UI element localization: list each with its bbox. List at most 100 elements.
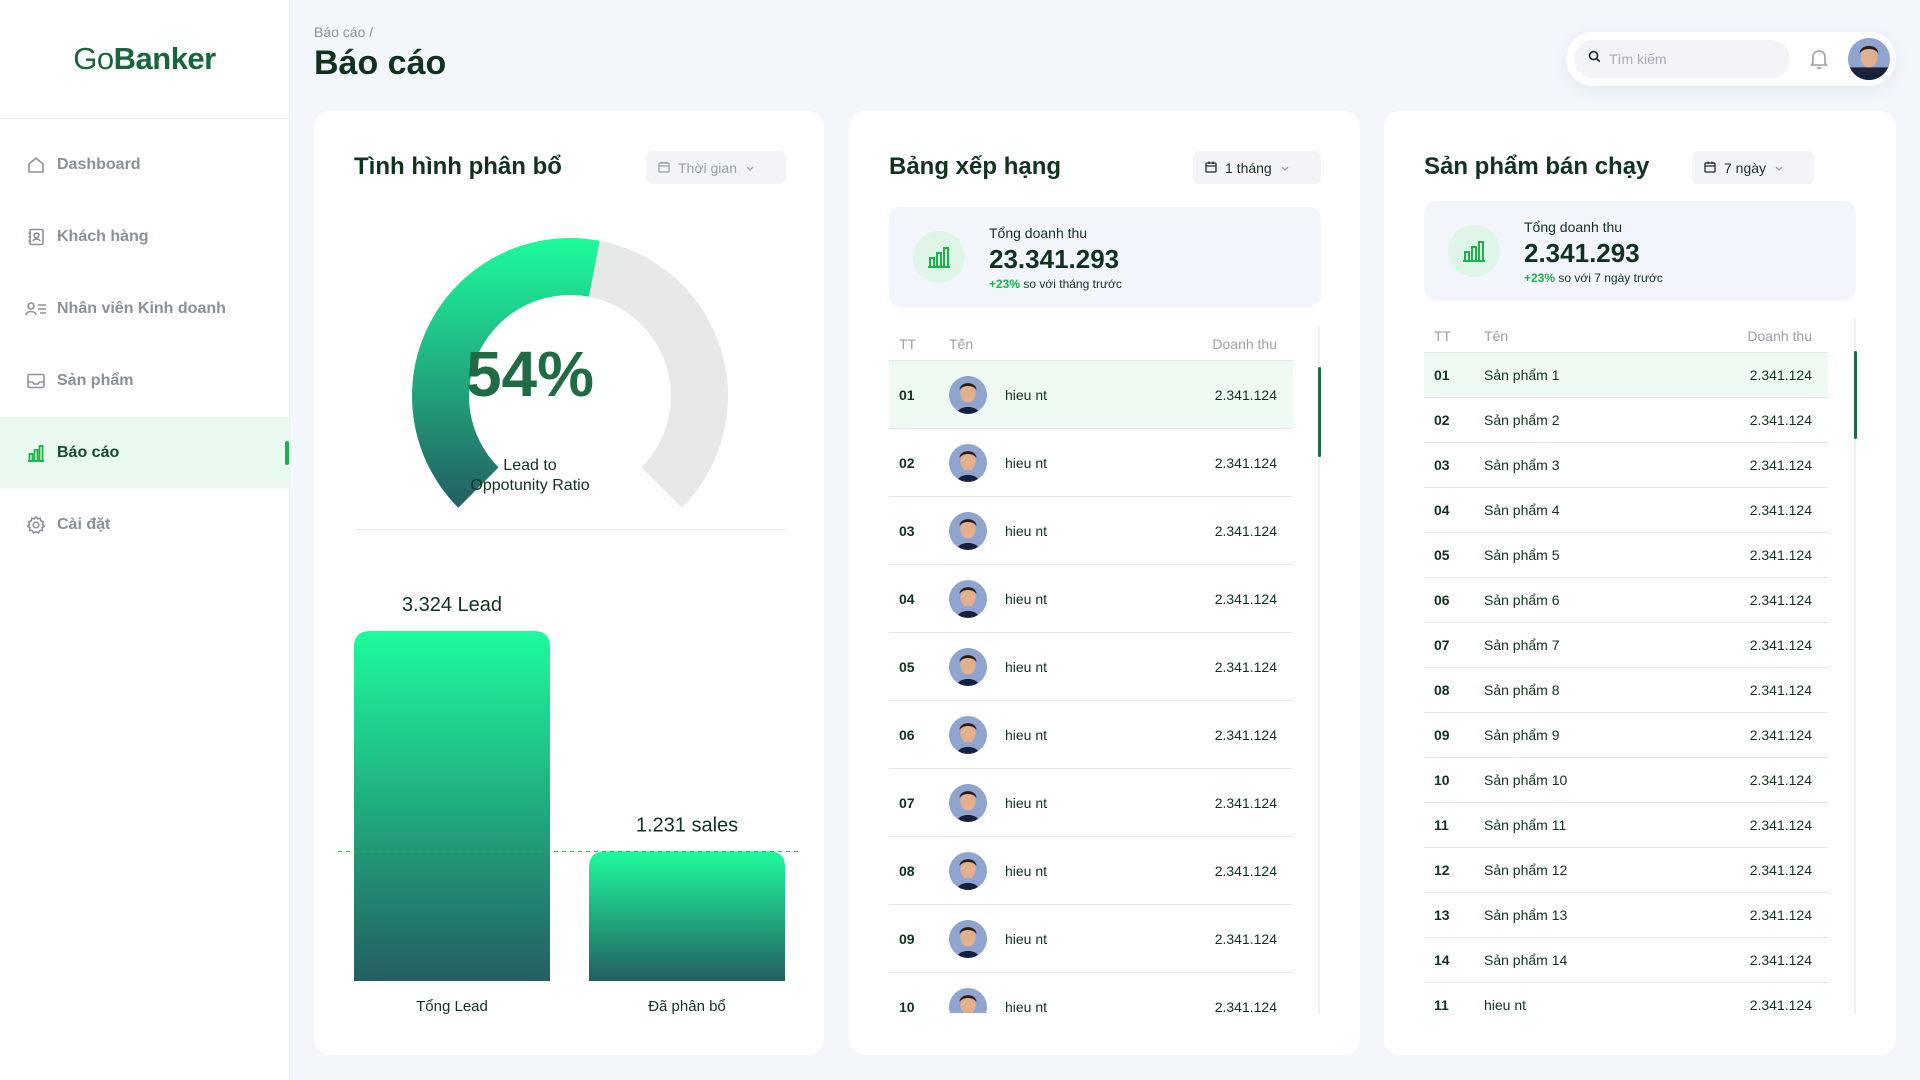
rank-cell: 04 — [1434, 502, 1450, 518]
name-cell: hieu nt — [949, 443, 1173, 482]
table-row[interactable]: 08 hieu nt 2.341.124 — [889, 837, 1293, 905]
time-filter-label: Thời gian — [678, 159, 737, 176]
rank-cell: 10 — [899, 998, 915, 1014]
ranking-period-dropdown[interactable]: 1 tháng — [1193, 151, 1321, 184]
product-name-cell: Sản phẩm 5 — [1484, 547, 1560, 563]
column-header-rank: TT — [899, 335, 917, 352]
rank-cell: 09 — [1434, 727, 1450, 743]
gauge-remaining-arc — [588, 240, 728, 508]
column-header-revenue: Doanh thu — [1747, 327, 1812, 344]
sidebar-item-sales-staff[interactable]: Nhân viên Kinh doanh — [0, 273, 289, 345]
column-header-name: Tên — [949, 335, 974, 352]
revenue-cell: 2.341.124 — [1749, 637, 1812, 653]
revenue-cell: 2.341.124 — [1214, 726, 1277, 743]
sidebar-item-reports[interactable]: Báo cáo — [0, 417, 289, 489]
rank-cell: 05 — [1434, 547, 1450, 563]
column-header-revenue: Doanh thu — [1212, 335, 1277, 352]
revenue-cell: 2.341.124 — [1749, 367, 1812, 383]
revenue-cell: 2.341.124 — [1749, 457, 1812, 473]
product-name-cell: hieu nt — [1484, 997, 1527, 1013]
rank-cell: 06 — [1434, 592, 1450, 608]
bestsellers-period-dropdown[interactable]: 7 ngày — [1692, 151, 1814, 184]
table-row[interactable]: 10 hieu nt 2.341.124 — [889, 973, 1293, 1013]
gauge-label-line-2: Oppotunity Ratio — [470, 477, 590, 494]
avatar — [949, 987, 987, 1013]
rank-cell: 11 — [1434, 997, 1449, 1013]
table-row[interactable]: 09 hieu nt 2.341.124 — [889, 905, 1293, 973]
scrollbar-thumb[interactable] — [1318, 367, 1321, 457]
user-avatar[interactable] — [1848, 38, 1890, 80]
table-row[interactable]: 03 Sản phẩm 3 2.341.124 — [1424, 443, 1828, 488]
table-row[interactable]: 01 hieu nt 2.341.124 — [889, 361, 1293, 429]
name-cell: hieu nt — [949, 919, 1173, 958]
table-row[interactable]: 05 Sản phẩm 5 2.341.124 — [1424, 533, 1828, 578]
product-name-cell: Sản phẩm 1 — [1484, 367, 1560, 383]
product-name-cell: Sản phẩm 2 — [1484, 412, 1560, 428]
ranking-summary: Tổng doanh thu 23.341.293 +23% so với th… — [889, 207, 1321, 307]
rank-cell: 05 — [899, 658, 915, 675]
rank-cell: 02 — [899, 454, 915, 471]
table-row[interactable]: 02 hieu nt 2.341.124 — [889, 429, 1293, 497]
ranking-card: Bảng xếp hạng 1 tháng Tổng doanh thu 23.… — [849, 111, 1360, 1055]
column-header-name: Tên — [1484, 327, 1509, 344]
table-row[interactable]: 07 Sản phẩm 7 2.341.124 — [1424, 623, 1828, 668]
table-row[interactable]: 09 Sản phẩm 9 2.341.124 — [1424, 713, 1828, 758]
table-row[interactable]: 07 hieu nt 2.341.124 — [889, 769, 1293, 837]
search-box[interactable] — [1574, 40, 1791, 78]
scrollbar-thumb[interactable] — [1854, 351, 1857, 439]
bar-chart-icon — [913, 231, 965, 283]
table-row[interactable]: 04 hieu nt 2.341.124 — [889, 565, 1293, 633]
search-icon — [1588, 50, 1601, 68]
revenue-cell: 2.341.124 — [1749, 862, 1812, 878]
summary-change-percent: +23% — [1524, 271, 1556, 285]
name-cell: hieu nt — [949, 579, 1173, 618]
mail-box-icon — [25, 370, 47, 392]
table-row[interactable]: 06 Sản phẩm 6 2.341.124 — [1424, 578, 1828, 623]
revenue-cell: 2.341.124 — [1749, 952, 1812, 968]
summary-change: +23% so với tháng trước — [989, 277, 1122, 291]
product-name-cell: Sản phẩm 13 — [1484, 907, 1568, 923]
table-row[interactable]: 08 Sản phẩm 8 2.341.124 — [1424, 668, 1828, 713]
table-row[interactable]: 01 Sản phẩm 1 2.341.124 — [1424, 353, 1828, 398]
table-header: TT Tên Doanh thu — [1424, 319, 1828, 353]
bar — [589, 851, 785, 981]
table-row[interactable]: 11 Sản phẩm 11 2.341.124 — [1424, 803, 1828, 848]
chevron-down-icon — [1280, 160, 1290, 176]
table-row[interactable]: 10 Sản phẩm 10 2.341.124 — [1424, 758, 1828, 803]
gauge-filled-arc — [412, 238, 600, 508]
table-row[interactable]: 12 Sản phẩm 12 2.341.124 — [1424, 848, 1828, 893]
table-row[interactable]: 02 Sản phẩm 2 2.341.124 — [1424, 398, 1828, 443]
sidebar-item-customers[interactable]: Khách hàng — [0, 201, 289, 273]
product-name-cell: Sản phẩm 4 — [1484, 502, 1560, 518]
table-row[interactable]: 14 Sản phẩm 14 2.341.124 — [1424, 938, 1828, 983]
revenue-cell: 2.341.124 — [1214, 590, 1277, 607]
scrollbar-track[interactable] — [1318, 327, 1320, 1013]
table-row[interactable]: 11 hieu nt 2.341.124 — [1424, 983, 1828, 1013]
lead-bar-chart: 3.324 Lead Tổng Lead 1.231 sales Đã phân bổ — [338, 594, 802, 1015]
sidebar-item-dashboard[interactable]: Dashboard — [0, 129, 289, 201]
revenue-cell: 2.341.124 — [1214, 998, 1277, 1014]
table-row[interactable]: 04 Sản phẩm 4 2.341.124 — [1424, 488, 1828, 533]
ranking-title: Bảng xếp hạng — [889, 153, 1062, 180]
table-row[interactable]: 05 hieu nt 2.341.124 — [889, 633, 1293, 701]
name-cell: hieu nt — [949, 375, 1173, 414]
staff-name: hieu nt — [1005, 522, 1048, 539]
search-input[interactable] — [1609, 51, 1779, 67]
bell-icon[interactable] — [1807, 47, 1831, 71]
scrollbar-track[interactable] — [1854, 319, 1856, 1013]
table-row[interactable]: 06 hieu nt 2.341.124 — [889, 701, 1293, 769]
staff-name: hieu nt — [1005, 862, 1048, 879]
logo[interactable]: Go Banker — [0, 0, 289, 119]
breadcrumb[interactable]: Báo cáo / — [314, 24, 374, 40]
sidebar-item-label: Cài đặt — [57, 516, 111, 533]
product-name-cell: Sản phẩm 6 — [1484, 592, 1560, 608]
table-row[interactable]: 13 Sản phẩm 13 2.341.124 — [1424, 893, 1828, 938]
sidebar-item-products[interactable]: Sản phẩm — [0, 345, 289, 417]
avatar — [949, 443, 987, 482]
revenue-cell: 2.341.124 — [1214, 522, 1277, 539]
sidebar-item-settings[interactable]: Cài đặt — [0, 489, 289, 561]
time-filter-dropdown[interactable]: Thời gian — [646, 151, 786, 184]
table-row[interactable]: 03 hieu nt 2.341.124 — [889, 497, 1293, 565]
rank-cell: 04 — [899, 590, 915, 607]
name-cell: hieu nt — [949, 715, 1173, 754]
